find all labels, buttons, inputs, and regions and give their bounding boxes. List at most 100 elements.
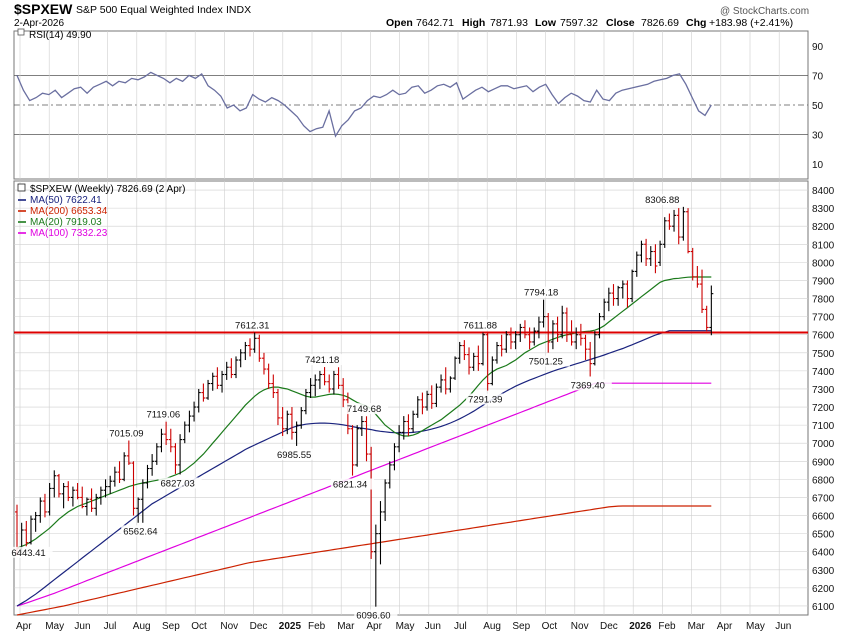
price-y-axis: 6100 6200 6300 6400 6500 6600 6700 6800 6900 7000…	[812, 186, 835, 613]
x-axis: Apr May Jun Jul Aug Sep Oct Nov Dec 2025 Feb Mar Apr…	[16, 621, 791, 632]
legend-value: 7622.41	[63, 195, 102, 206]
ohlc-bar	[434, 383, 439, 408]
ohlc-bar	[574, 327, 579, 350]
legend-item: MA(20) 7919.03	[30, 217, 102, 228]
x-tick: 2025	[279, 621, 302, 632]
x-tick: Oct	[191, 621, 207, 632]
ohlc-bar	[61, 482, 66, 509]
ohlc-bar	[453, 356, 458, 380]
annotation-label: 7119.06	[147, 410, 181, 421]
ohlc-bar	[66, 481, 71, 502]
ohlc-bar	[94, 493, 99, 516]
ohlc-bar	[150, 454, 155, 476]
ohlc-bar	[704, 305, 709, 332]
ohlc-bar	[42, 493, 47, 518]
ohlc-bar	[700, 269, 705, 314]
price-y-tick: 8300	[812, 204, 835, 215]
ohlc-bar	[47, 482, 52, 516]
annotation-bg	[107, 427, 151, 439]
ohlc-bar	[672, 209, 677, 232]
ohlc-bar	[532, 327, 537, 346]
ohlc-bar	[234, 356, 239, 379]
annotation-bg	[461, 319, 505, 331]
price-legend-marker	[17, 183, 26, 192]
price-frame	[13, 180, 809, 616]
symbol-title: $SPXEW	[14, 1, 73, 17]
price-annotation: 6096.60	[354, 609, 398, 622]
ohlc-bar	[695, 265, 700, 288]
price-annotation: 6985.55	[275, 448, 319, 461]
annotation-bg	[568, 379, 612, 391]
legend-name: MA(20)	[30, 217, 63, 228]
annotation-label: 7794.18	[524, 288, 558, 299]
ohlc-bar	[164, 421, 169, 446]
price-annotation: 7421.18	[302, 354, 347, 366]
close-value: 7826.69	[641, 17, 679, 29]
ohlc-bar	[187, 410, 192, 433]
annotation-bg	[158, 477, 202, 489]
annotation-bg	[275, 448, 319, 460]
ohlc-bar	[686, 208, 691, 254]
x-tick: Dec	[250, 621, 268, 632]
price-y-tick: 7900	[812, 276, 835, 287]
price-annotation: 7794.18	[521, 286, 566, 299]
ohlc-bar	[373, 524, 378, 607]
legend-name: MA(200)	[30, 206, 68, 217]
annotation-label: 6827.03	[161, 478, 195, 489]
ohlc-bar	[564, 307, 569, 342]
ohlc-bar	[513, 331, 518, 350]
x-tick: Aug	[483, 621, 501, 632]
ohlc-bar	[406, 414, 411, 436]
ohlc-bar	[411, 410, 416, 433]
annotation-label: 7421.18	[305, 355, 339, 366]
ohlc-bar	[126, 440, 131, 465]
ohlc-bar	[499, 334, 504, 357]
ohlc-bar	[28, 515, 33, 545]
ohlc-bar	[56, 473, 61, 498]
ohlc-bar	[592, 331, 597, 366]
ohlc-bar	[462, 340, 467, 361]
annotation-bg	[466, 393, 510, 405]
ohlc-bar	[485, 332, 490, 391]
price-y-tick: 7300	[812, 385, 835, 396]
ohlc-bar	[108, 475, 113, 494]
ohlc-bar	[578, 323, 583, 346]
ohlc-bar	[192, 401, 197, 422]
ohlc-bar	[527, 327, 532, 350]
ohlc-bar	[569, 320, 574, 346]
ohlc-bar	[630, 269, 635, 303]
x-tick: Nov	[220, 621, 238, 632]
price-y-tick: 6100	[812, 602, 835, 613]
ohlc-bar	[308, 378, 313, 398]
rsi-legend: RSI(14) 49.90	[17, 28, 92, 41]
annotation-label: 6562.64	[123, 526, 157, 537]
price-legend: $SPXEW (Weekly) 7826.69 (2 Apr) MA(50) 7…	[17, 183, 185, 239]
ohlc-bar	[369, 446, 374, 559]
ohlc-bar	[243, 341, 248, 361]
watermark: @ StockCharts.com	[720, 6, 809, 17]
ohlc-bar	[555, 316, 560, 342]
x-tick: May	[746, 621, 765, 632]
legend-value: 6653.34	[68, 206, 107, 217]
ohlc-bar	[597, 313, 602, 339]
price-y-tick: 8100	[812, 240, 835, 251]
price-annotation: 7611.88	[461, 319, 505, 332]
ohlc-bar	[467, 347, 472, 375]
ohlc-bar	[103, 479, 108, 498]
annotation-bg	[521, 286, 566, 298]
annotation-label: 7291.39	[468, 395, 502, 406]
ohlc-bar	[653, 244, 658, 274]
ohlc-bar	[676, 208, 681, 245]
rsi-y-tick: 50	[812, 101, 824, 112]
price-annotation: 7119.06	[144, 408, 188, 421]
ohlc-bar	[331, 370, 336, 395]
ohlc-bar	[84, 497, 89, 516]
ohlc-bar	[602, 298, 607, 321]
annotation-bg	[9, 546, 53, 558]
ohlc-bar	[429, 385, 434, 409]
ohlc-bar	[322, 367, 327, 386]
price-y-tick: 7000	[812, 439, 835, 450]
open-value: 7642.71	[416, 17, 454, 29]
ohlc-bar	[364, 416, 369, 462]
ohlc-bar	[196, 388, 201, 413]
